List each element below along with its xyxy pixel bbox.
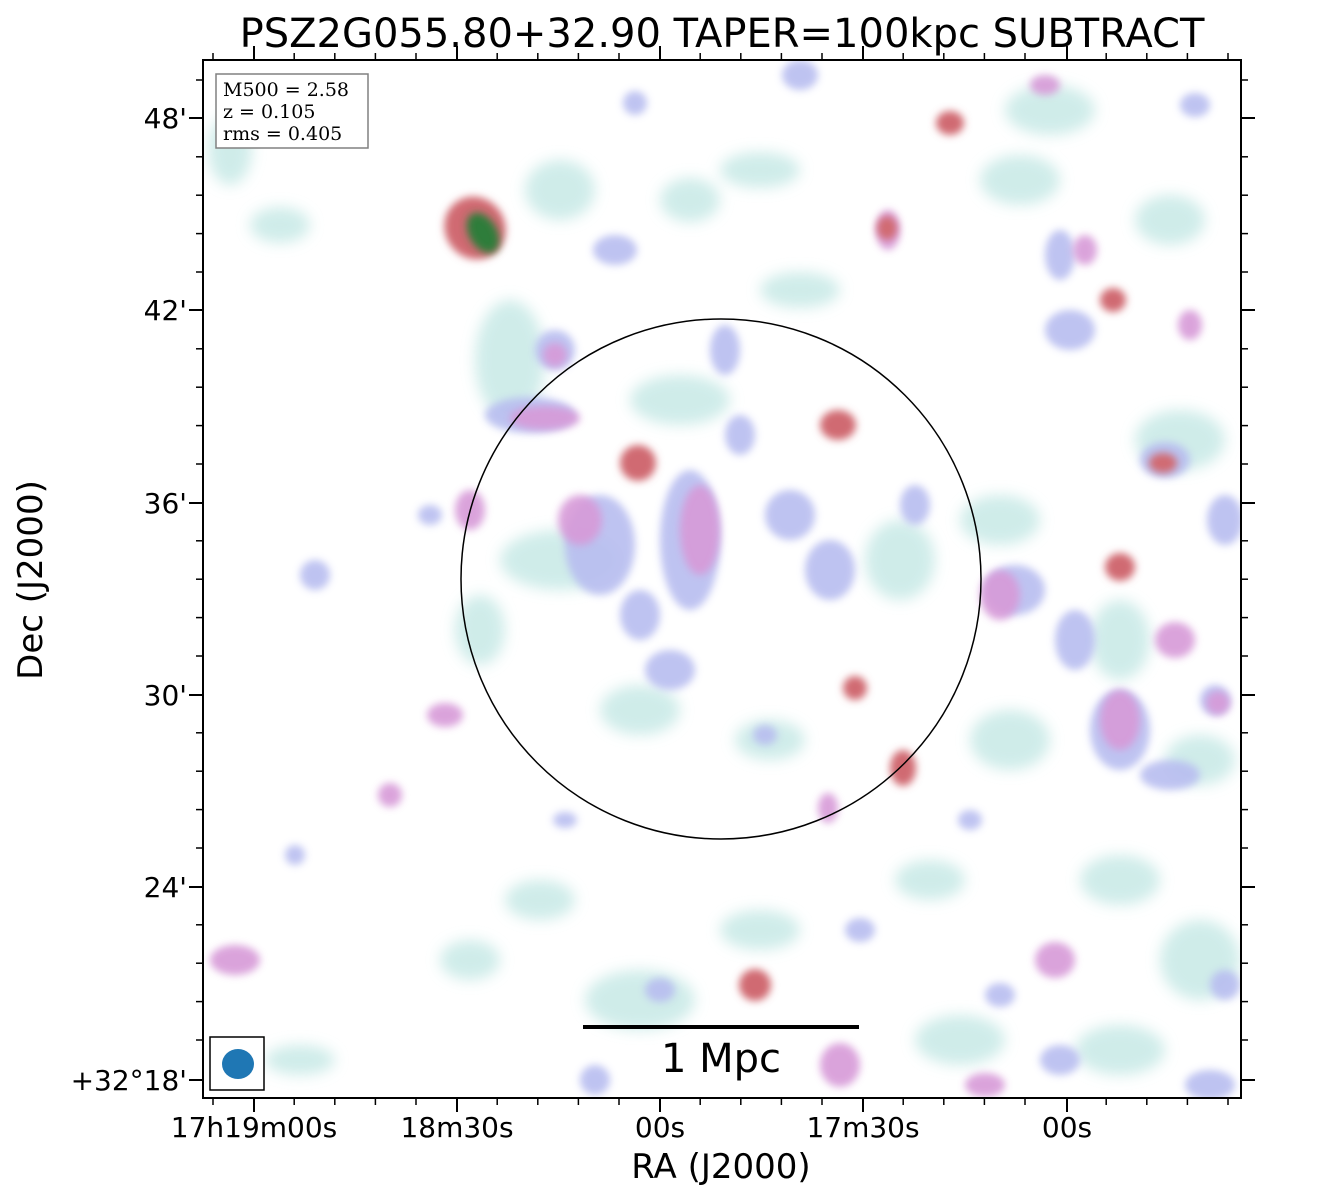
y-tick-label: 30' bbox=[144, 679, 187, 712]
x-tick-label: 18m30s bbox=[400, 1111, 513, 1144]
beam-ellipse bbox=[222, 1049, 254, 1079]
r500-circle bbox=[460, 318, 982, 840]
info-mass: M500 = 2.58 bbox=[223, 79, 349, 101]
y-tick-label: 24' bbox=[144, 871, 187, 904]
info-rms: rms = 0.405 bbox=[223, 123, 342, 145]
radio-image: 1 Mpc M500 = 2.58 z = 0.105 rms = 0.405 bbox=[203, 60, 1241, 1098]
y-tick-label: 48' bbox=[144, 102, 187, 135]
info-redshift: z = 0.105 bbox=[223, 101, 315, 123]
x-tick-label: 00s bbox=[635, 1111, 685, 1144]
y-axis-label: Dec (J2000) bbox=[11, 480, 51, 680]
x-tick-label: 17h19m00s bbox=[171, 1111, 338, 1144]
x-axis-label: RA (J2000) bbox=[631, 1147, 810, 1187]
peak-emission bbox=[466, 212, 500, 254]
y-tick-labels: 48' 42' 36' 30' 24' +32°18' bbox=[71, 102, 187, 1097]
figure-title: PSZ2G055.80+32.90 TAPER=100kpc SUBTRACT bbox=[240, 11, 1205, 57]
x-tick-labels: 17h19m00s 18m30s 00s 17m30s 00s bbox=[171, 1111, 1092, 1144]
axis-ticks bbox=[189, 46, 1255, 1112]
x-tick-label: 17m30s bbox=[806, 1111, 919, 1144]
y-tick-label: 36' bbox=[144, 487, 187, 520]
y-tick-label: +32°18' bbox=[71, 1064, 187, 1097]
y-tick-label: 42' bbox=[144, 294, 187, 327]
scale-bar-label: 1 Mpc bbox=[661, 1036, 781, 1082]
x-tick-label: 00s bbox=[1042, 1111, 1092, 1144]
info-box bbox=[215, 73, 369, 149]
